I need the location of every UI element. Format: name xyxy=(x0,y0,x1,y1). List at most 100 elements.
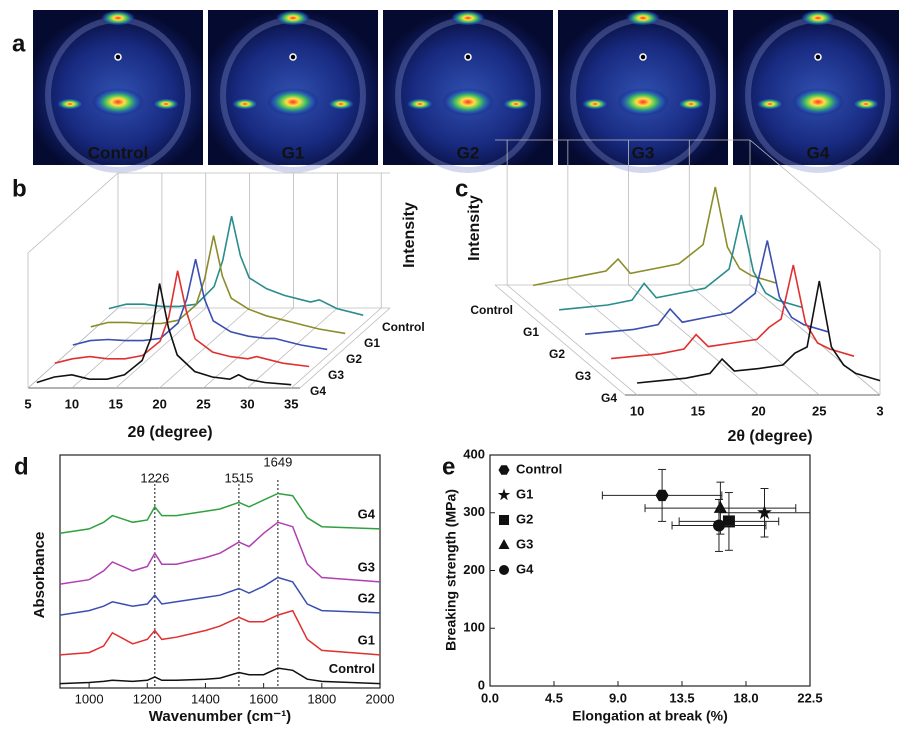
panel-label: a xyxy=(12,30,26,57)
image-label: G2 xyxy=(457,143,480,162)
x-axis-label: Elongation at break (%) xyxy=(572,708,728,724)
series-label: G4 xyxy=(358,506,376,521)
x-tick-label: 10 xyxy=(630,403,644,418)
beam-stop xyxy=(814,53,822,61)
plot-frame xyxy=(489,454,811,687)
legend-marker xyxy=(497,488,511,501)
diffraction-image xyxy=(33,10,203,165)
x-axis-label: 2θ (degree) xyxy=(727,428,812,445)
depth-label: Control xyxy=(382,320,425,334)
legend-marker xyxy=(499,565,509,575)
y-tick-label: 300 xyxy=(463,504,485,519)
x-tick-label: 2000 xyxy=(366,691,395,706)
diffraction-spot xyxy=(152,98,180,110)
box-line xyxy=(494,284,626,396)
x-tick-label: 9.0 xyxy=(609,690,627,705)
grid-line xyxy=(203,307,294,389)
diffraction-spot xyxy=(800,10,836,26)
grid-line xyxy=(567,284,699,396)
diffraction-image xyxy=(208,10,378,165)
x-axis-label: 2θ (degree) xyxy=(127,424,212,441)
xrd-curve xyxy=(637,280,881,384)
x-tick-label: 1000 xyxy=(75,691,104,706)
xrd-curve xyxy=(611,264,855,360)
point xyxy=(757,504,772,520)
x-tick-label: 20 xyxy=(152,396,166,411)
x-tick-label: 22.5 xyxy=(797,690,822,705)
legend-label: G2 xyxy=(516,511,533,526)
point xyxy=(655,489,669,502)
legend-label: Control xyxy=(516,461,562,476)
diffraction-spot xyxy=(442,88,494,116)
x-tick-label: 25 xyxy=(812,403,826,418)
xrd-curve xyxy=(532,186,777,287)
spectrum xyxy=(59,667,381,685)
x-tick-label: 25 xyxy=(196,396,210,411)
x-tick-label: 30 xyxy=(240,396,254,411)
x-tick-label: 4.5 xyxy=(545,690,563,705)
reference-label: 1649 xyxy=(263,454,292,469)
depth-label: G2 xyxy=(549,347,565,361)
image-label: G3 xyxy=(632,143,655,162)
series-label: Control xyxy=(329,661,375,676)
depth-label: G4 xyxy=(310,384,326,398)
grid-line xyxy=(290,307,382,389)
diffraction-spot xyxy=(450,10,486,26)
x-tick-label: 35 xyxy=(284,396,298,411)
grid-line xyxy=(71,307,163,389)
series-label: G2 xyxy=(358,590,375,605)
diffraction-spot xyxy=(852,98,880,110)
legend-label: G4 xyxy=(516,561,534,576)
x-tick-label: 15 xyxy=(691,403,705,418)
diffraction-spot xyxy=(625,10,661,26)
x-tick-label: 15 xyxy=(109,396,123,411)
legend-label: G3 xyxy=(516,536,533,551)
x-tick-label: 1600 xyxy=(249,691,278,706)
grid-line xyxy=(247,307,338,389)
legend-marker xyxy=(498,539,510,549)
box-line xyxy=(27,172,119,254)
diffraction-spot xyxy=(581,98,609,110)
depth-label: G3 xyxy=(328,368,344,382)
grid-line xyxy=(27,307,119,389)
spectrum xyxy=(59,609,381,656)
xrd-curve xyxy=(72,259,328,351)
x-tick-label: 20 xyxy=(751,403,765,418)
diffraction-spot xyxy=(792,88,844,116)
x-tick-label: 13.5 xyxy=(669,690,694,705)
diffraction-spot xyxy=(92,88,144,116)
y-tick-label: 100 xyxy=(463,620,485,635)
series-label: G1 xyxy=(358,632,375,647)
xrd-curve xyxy=(108,216,364,316)
diffraction-spot xyxy=(677,98,705,110)
x-tick-label: 10 xyxy=(65,396,79,411)
depth-label: G1 xyxy=(364,336,380,350)
x-tick-label: 3 xyxy=(876,403,883,418)
depth-label: G4 xyxy=(601,391,617,405)
diffraction-spot xyxy=(56,98,84,110)
y-axis-label: Absorbance xyxy=(31,532,48,619)
grid-line xyxy=(159,307,250,389)
point xyxy=(722,515,735,528)
diffraction-image xyxy=(383,10,553,165)
diffraction-image xyxy=(558,10,728,165)
panel-label: d xyxy=(14,453,29,480)
spectrum xyxy=(59,576,381,616)
beam-stop xyxy=(464,53,472,61)
plot-frame xyxy=(59,454,381,689)
point xyxy=(712,519,725,532)
y-tick-label: 200 xyxy=(463,562,485,577)
diffraction-spot xyxy=(617,88,669,116)
box-line xyxy=(749,139,881,251)
x-tick-label: 5 xyxy=(24,396,31,411)
y-tick-label: 0 xyxy=(478,677,485,692)
grid-line xyxy=(628,284,759,396)
diffraction-spot xyxy=(756,98,784,110)
x-axis-label: Wavenumber (cm⁻¹) xyxy=(149,708,291,725)
image-label: Control xyxy=(88,143,148,162)
xrd-curve xyxy=(90,235,346,335)
image-label: G1 xyxy=(282,143,305,162)
depth-label: G2 xyxy=(346,352,362,366)
beam-stop xyxy=(639,53,647,61)
